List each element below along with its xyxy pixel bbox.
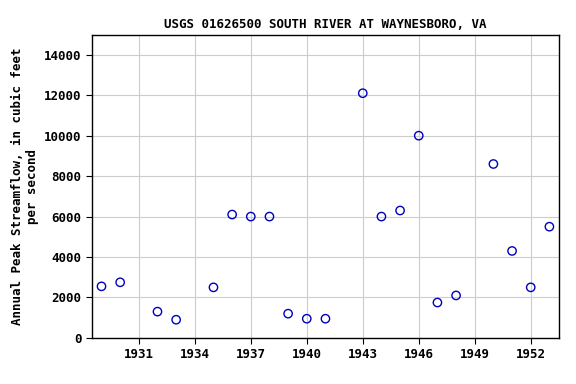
Point xyxy=(377,214,386,220)
Y-axis label: Annual Peak Streamflow, in cubic feet
per second: Annual Peak Streamflow, in cubic feet pe… xyxy=(11,48,39,325)
Point xyxy=(153,309,162,315)
Point xyxy=(97,283,106,290)
Point xyxy=(228,212,237,218)
Point xyxy=(209,284,218,290)
Point xyxy=(545,223,554,230)
Point xyxy=(172,317,181,323)
Point xyxy=(396,207,405,214)
Point xyxy=(283,311,293,317)
Point xyxy=(452,292,461,298)
Point xyxy=(358,90,367,96)
Point xyxy=(507,248,517,254)
Point xyxy=(321,316,330,322)
Point xyxy=(433,300,442,306)
Point xyxy=(489,161,498,167)
Point xyxy=(526,284,535,290)
Title: USGS 01626500 SOUTH RIVER AT WAYNESBORO, VA: USGS 01626500 SOUTH RIVER AT WAYNESBORO,… xyxy=(164,18,487,31)
Point xyxy=(265,214,274,220)
Point xyxy=(246,214,255,220)
Point xyxy=(116,279,125,285)
Point xyxy=(414,132,423,139)
Point xyxy=(302,316,312,322)
